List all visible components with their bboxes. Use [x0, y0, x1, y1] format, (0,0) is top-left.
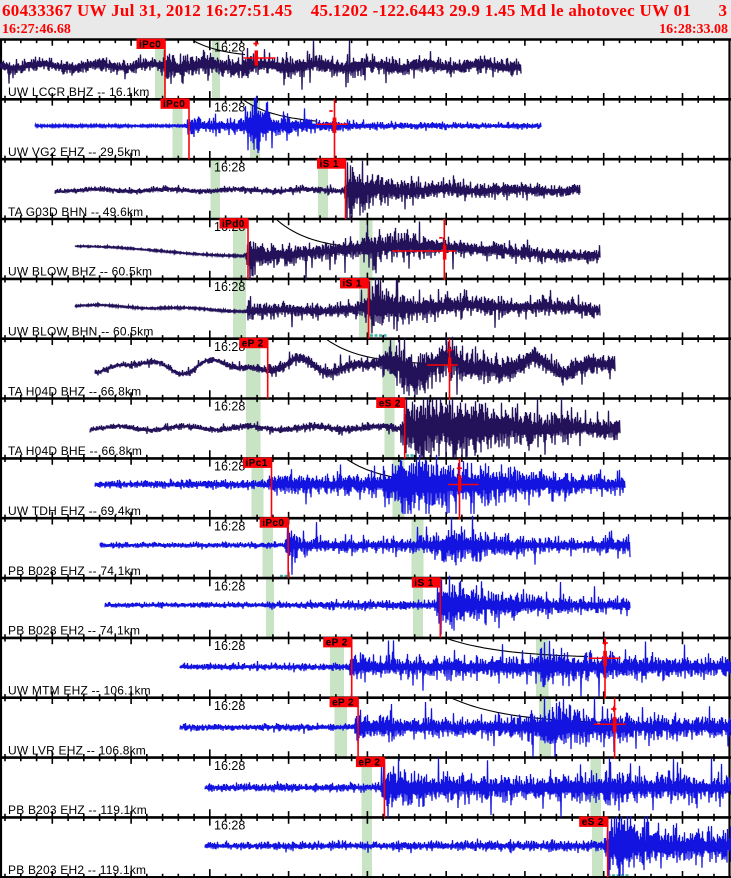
svg-text:eS 2: eS 2	[379, 398, 401, 409]
svg-text:iS 1: iS 1	[343, 279, 362, 290]
svg-text:16:28: 16:28	[214, 639, 245, 653]
svg-text:16:28: 16:28	[214, 400, 245, 414]
svg-text:UW VG2 EHZ -- 29.5km: UW VG2 EHZ -- 29.5km	[8, 145, 141, 159]
svg-text:UW LVR EHZ -- 106.8km: UW LVR EHZ -- 106.8km	[8, 743, 146, 757]
svg-text:eP 2: eP 2	[326, 638, 348, 649]
svg-text:PB B203 EH2 -- 119.1km: PB B203 EH2 -- 119.1km	[8, 863, 146, 877]
svg-text:iPc0: iPc0	[163, 99, 185, 110]
svg-text:PB B028 EH2 -- 74.1km: PB B028 EH2 -- 74.1km	[8, 624, 140, 638]
svg-text:16:28: 16:28	[214, 460, 245, 474]
svg-text:eP 2: eP 2	[332, 698, 354, 709]
svg-text:iPc1: iPc1	[246, 458, 268, 469]
svg-text:TA H04D BHE -- 66.8km: TA H04D BHE -- 66.8km	[8, 444, 142, 458]
svg-text:UW BLOW BHZ -- 60.5km: UW BLOW BHZ -- 60.5km	[8, 265, 152, 279]
svg-text:16:28: 16:28	[214, 160, 245, 174]
svg-text:iPd0: iPd0	[222, 219, 245, 230]
svg-text:eP 2: eP 2	[358, 757, 380, 768]
svg-text:TA G03D BHN -- 49.6km: TA G03D BHN -- 49.6km	[8, 205, 143, 219]
svg-text:UW MTM EHZ -- 106.1km: UW MTM EHZ -- 106.1km	[8, 684, 151, 698]
svg-text:UW LCCR BHZ -- 16.1km: UW LCCR BHZ -- 16.1km	[8, 85, 150, 99]
svg-text:16:28: 16:28	[214, 340, 245, 354]
svg-text:UW BLOW BHN -- 60.5km: UW BLOW BHN -- 60.5km	[8, 325, 154, 339]
svg-text:16:28: 16:28	[214, 819, 245, 833]
svg-text:PB B203 EHZ -- 119.1km: PB B203 EHZ -- 119.1km	[8, 803, 147, 817]
svg-text:16:28: 16:28	[214, 519, 245, 533]
svg-text:16:28: 16:28	[214, 101, 245, 115]
svg-text:eP 2: eP 2	[242, 339, 264, 350]
svg-text:16:28: 16:28	[214, 280, 245, 294]
svg-text:PB B028 EHZ -- 74.1km: PB B028 EHZ -- 74.1km	[8, 564, 141, 578]
svg-text:iS 1: iS 1	[320, 159, 339, 170]
svg-text:iPc0: iPc0	[139, 39, 161, 50]
svg-text:eS 2: eS 2	[582, 817, 604, 828]
svg-text:iPc0: iPc0	[262, 518, 284, 529]
svg-text:16:28: 16:28	[214, 579, 245, 593]
svg-text:iS 1: iS 1	[414, 578, 433, 589]
svg-text:UW TDH EHZ -- 69.4km: UW TDH EHZ -- 69.4km	[8, 504, 141, 518]
svg-text:16:28: 16:28	[214, 699, 245, 713]
svg-text:TA H04D BHZ -- 66.8km: TA H04D BHZ -- 66.8km	[8, 384, 141, 398]
svg-text:16:28: 16:28	[214, 759, 245, 773]
